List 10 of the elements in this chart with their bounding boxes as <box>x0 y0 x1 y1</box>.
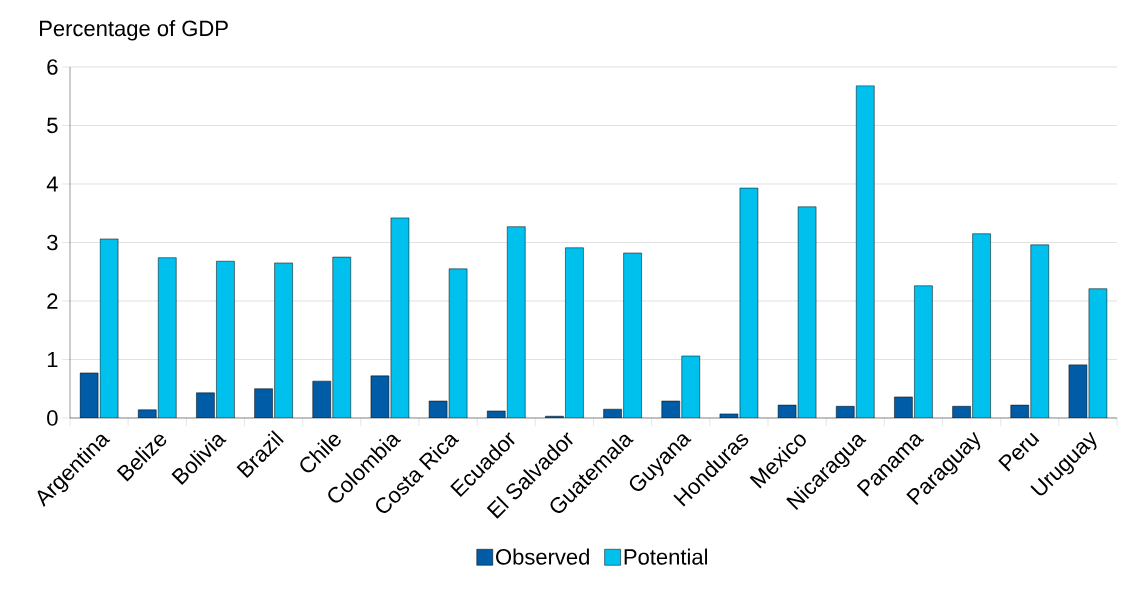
y-axis-title: Percentage of GDP <box>40 20 228 41</box>
y-tick-label: 5 <box>47 117 58 134</box>
legend-label: Potential <box>624 548 708 565</box>
y-tick-label: 6 <box>47 59 58 75</box>
legend-label: Observed <box>496 548 589 565</box>
y-tick-label: 1 <box>47 351 58 368</box>
y-tick-label: 4 <box>46 176 58 192</box>
y-tick-label: 3 <box>47 234 58 251</box>
y-tick-label: 2 <box>47 293 58 309</box>
y-tick-label: 0 <box>47 410 58 426</box>
